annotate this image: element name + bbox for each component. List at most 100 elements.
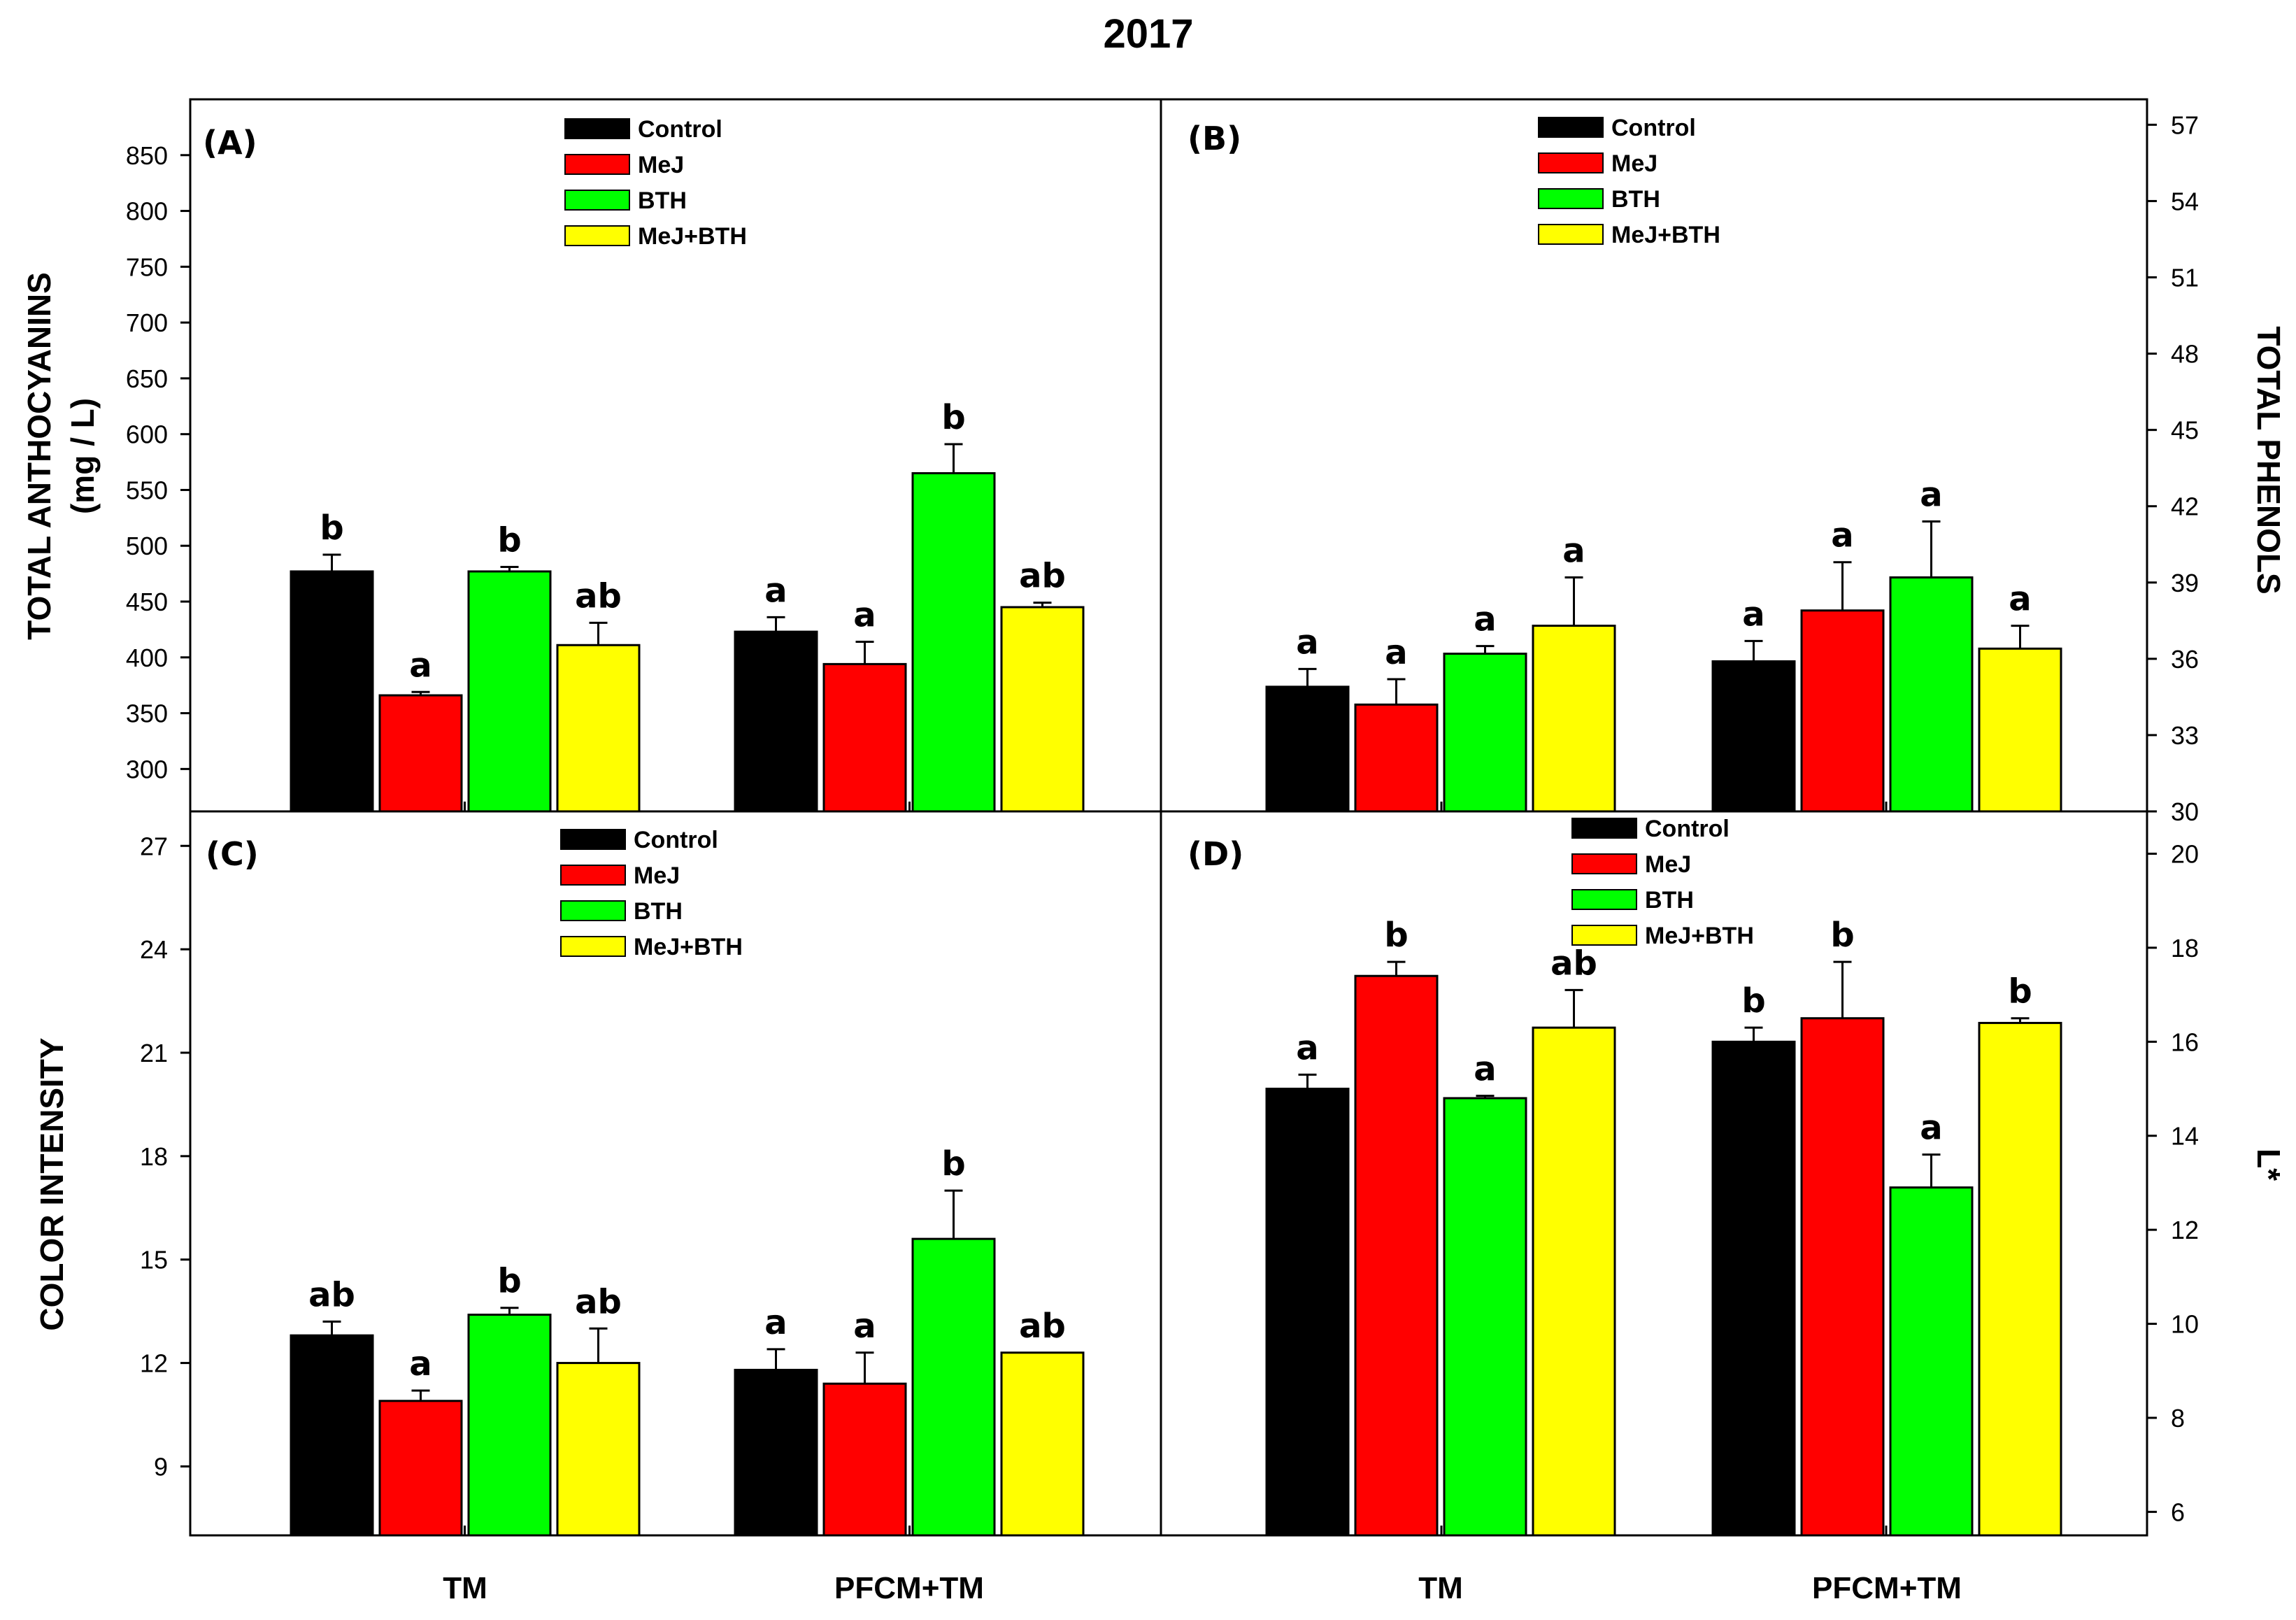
significance-label: a <box>1296 623 1318 662</box>
bar <box>1354 974 1439 1537</box>
legend-label: MeJ <box>1645 851 1691 878</box>
legend-label: MeJ <box>638 152 684 178</box>
x-category-label: TM <box>1418 1571 1463 1605</box>
legend-label: Control <box>1611 115 1696 141</box>
significance-label: a <box>409 1344 432 1384</box>
bar <box>290 1334 374 1537</box>
significance-label: b <box>1384 916 1408 955</box>
bar <box>467 1314 552 1537</box>
y-tick-label: 800 <box>126 197 168 226</box>
y-tick-label: 400 <box>126 644 168 672</box>
y-tick-label: 450 <box>126 588 168 616</box>
bar <box>378 694 463 813</box>
bar <box>1532 1026 1616 1537</box>
y-tick-label: 39 <box>2171 569 2199 597</box>
y-tick-label: 350 <box>126 699 168 728</box>
legend-label: Control <box>634 827 718 853</box>
y-tick-label: 20 <box>2171 839 2199 868</box>
legend-label: Control <box>1645 816 1730 842</box>
y-tick-label: 750 <box>126 253 168 281</box>
legend-swatch <box>564 225 630 246</box>
significance-label: ab <box>1019 1307 1066 1346</box>
legend-swatch <box>1538 224 1604 245</box>
y-tick-label: 48 <box>2171 340 2199 369</box>
y-tick-label: 45 <box>2171 416 2199 445</box>
bar <box>734 1368 818 1537</box>
significance-label: b <box>497 521 521 560</box>
y-axis-units-anthocyanins: (mg / L) <box>64 398 101 514</box>
bar <box>1443 1097 1527 1537</box>
bar <box>911 1237 996 1537</box>
bar <box>1443 653 1527 813</box>
significance-label: ab <box>308 1275 355 1314</box>
significance-label: ab <box>575 576 622 616</box>
y-tick-label: 12 <box>140 1349 168 1378</box>
legend-label: BTH <box>638 187 687 214</box>
bar <box>1265 685 1350 813</box>
y-tick-label: 33 <box>2171 721 2199 750</box>
panel-b: 30 33 36 39 42 45 48 51 54 57 a a a a a a a a Control MeJ BT… <box>1160 98 2199 826</box>
y-tick-label: 500 <box>126 532 168 560</box>
significance-label: a <box>1296 1028 1318 1067</box>
bar <box>290 570 374 813</box>
legend-label: BTH <box>1611 186 1660 213</box>
panel-label: (A) <box>203 124 257 162</box>
legend-label: MeJ+BTH <box>634 934 743 960</box>
significance-label: b <box>1830 916 1854 955</box>
y-tick-label: 16 <box>2171 1028 2199 1056</box>
legend-swatch <box>1571 853 1637 874</box>
y-tick-label: 24 <box>140 935 168 964</box>
bar <box>1711 1040 1796 1537</box>
y-tick-label: 600 <box>126 420 168 449</box>
bar <box>1978 647 2062 813</box>
y-tick-label: 9 <box>154 1452 168 1481</box>
y-tick-label: 27 <box>140 832 168 860</box>
bar <box>1889 576 1974 813</box>
significance-label: a <box>853 595 876 634</box>
y-axis-title-lightness: L* <box>2251 1149 2287 1181</box>
bar <box>1354 703 1439 813</box>
bar <box>1265 1088 1350 1537</box>
y-tick-label: 36 <box>2171 645 2199 674</box>
bar <box>1889 1186 1974 1537</box>
bar <box>1532 625 1616 813</box>
significance-label: a <box>1562 532 1585 571</box>
legend-label: MeJ <box>634 862 680 889</box>
panel-label: (D) <box>1188 835 1243 873</box>
bar <box>467 570 552 813</box>
significance-label: b <box>497 1262 521 1301</box>
significance-label: a <box>2009 580 2031 619</box>
y-tick-label: 12 <box>2171 1216 2199 1244</box>
significance-label: a <box>1385 633 1407 672</box>
bar <box>556 644 641 813</box>
bar <box>1711 660 1796 813</box>
legend-swatch <box>560 865 626 886</box>
significance-label: b <box>2008 972 2032 1011</box>
legend-swatch <box>1538 152 1604 173</box>
legend-label: MeJ+BTH <box>638 223 747 250</box>
significance-label: a <box>1831 516 1853 555</box>
bar <box>822 662 907 813</box>
bar <box>378 1400 463 1537</box>
y-tick-label: 18 <box>2171 934 2199 962</box>
bar <box>1000 606 1085 813</box>
bar <box>911 472 996 813</box>
legend-swatch <box>1571 925 1637 946</box>
y-tick-label: 10 <box>2171 1310 2199 1339</box>
y-axis-title-phenols: TOTAL PHENOLS <box>2251 326 2287 594</box>
y-tick-label: 51 <box>2171 264 2199 292</box>
legend-label: BTH <box>1645 887 1694 914</box>
panel-label: (C) <box>206 835 259 873</box>
y-tick-label: 8 <box>2171 1404 2185 1433</box>
y-tick-label: 42 <box>2171 492 2199 521</box>
panels: 300 350 400 450 500 550 600 650 700 750 800 850 b a a a… <box>21 98 2287 1605</box>
figure-title: 2017 <box>1103 11 1193 57</box>
legend-swatch <box>564 154 630 175</box>
bar <box>1800 609 1885 813</box>
panel-c: 9121518212427abaaabbababControlMeJBTHMeJ… <box>140 810 1162 1605</box>
significance-label: a <box>1742 595 1764 634</box>
legend-swatch <box>1571 818 1637 839</box>
significance-label: a <box>409 646 432 685</box>
